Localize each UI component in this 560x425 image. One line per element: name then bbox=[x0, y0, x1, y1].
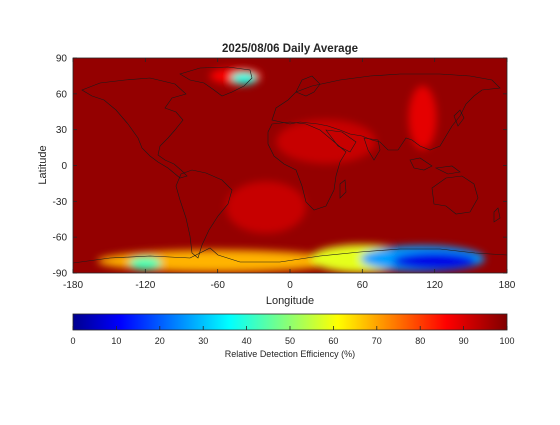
colorbar-label: Relative Detection Efficiency (%) bbox=[225, 349, 355, 359]
y-tick-label: -30 bbox=[53, 197, 68, 208]
colorbar-tick-label: 90 bbox=[459, 336, 469, 346]
y-tick-label: 90 bbox=[56, 54, 68, 65]
colorbar-tick-label: 20 bbox=[155, 336, 165, 346]
y-tick-label: 0 bbox=[61, 161, 67, 172]
x-tick-label: -180 bbox=[63, 280, 83, 291]
y-tick-label: 30 bbox=[56, 125, 68, 136]
x-axis-label: Longitude bbox=[266, 295, 314, 307]
colorbar-ticks: 0 10 20 30 40 50 60 70 80 90 100 bbox=[70, 326, 515, 346]
colorbar-tick-label: 10 bbox=[111, 336, 121, 346]
colorbar-tick-label: 30 bbox=[198, 336, 208, 346]
map-plot-area bbox=[73, 58, 507, 273]
heatmap-background bbox=[73, 58, 507, 273]
colorbar-tick-label: 0 bbox=[70, 336, 75, 346]
x-tick-label: -120 bbox=[135, 280, 155, 291]
x-tick-label: 0 bbox=[287, 280, 293, 291]
colorbar: 0 10 20 30 40 50 60 70 80 90 100 Relative Detectio… bbox=[70, 313, 515, 359]
x-axis: -180 -120 -60 0 60 120 180 bbox=[63, 58, 516, 291]
chart-title: 2025/08/06 Daily Average bbox=[222, 43, 358, 55]
coastlines bbox=[73, 66, 507, 264]
x-tick-label: 60 bbox=[357, 280, 369, 291]
heatmap-feature-east-antarctica-interior bbox=[392, 252, 477, 271]
y-tick-label: -90 bbox=[53, 269, 68, 280]
heatmap-feature-tibetan-plateau-east-asia bbox=[408, 85, 437, 150]
x-tick-label: 120 bbox=[426, 280, 443, 291]
y-tick-label: 60 bbox=[56, 89, 68, 100]
y-axis-label: Latitude bbox=[37, 145, 49, 184]
colorbar-tick-label: 70 bbox=[372, 336, 382, 346]
heatmap-feature-south-atlantic bbox=[225, 181, 306, 234]
x-tick-label: -60 bbox=[210, 280, 225, 291]
colorbar-tick-label: 100 bbox=[499, 336, 514, 346]
x-tick-label: 180 bbox=[499, 280, 516, 291]
colorbar-tick-label: 40 bbox=[242, 336, 252, 346]
heatmap-feature-west-antarctica bbox=[129, 256, 162, 271]
heatmap-feature-greenland-interior bbox=[231, 72, 258, 85]
y-tick-label: -60 bbox=[53, 233, 68, 244]
heatmap-feature-northern-africa-saudi-arabia bbox=[276, 119, 377, 164]
y-axis: 90 60 30 0 -30 -60 -90 bbox=[53, 54, 507, 280]
colorbar-tick-label: 50 bbox=[285, 336, 295, 346]
colorbar-tick-label: 80 bbox=[415, 336, 425, 346]
colorbar-tick-label: 60 bbox=[328, 336, 338, 346]
